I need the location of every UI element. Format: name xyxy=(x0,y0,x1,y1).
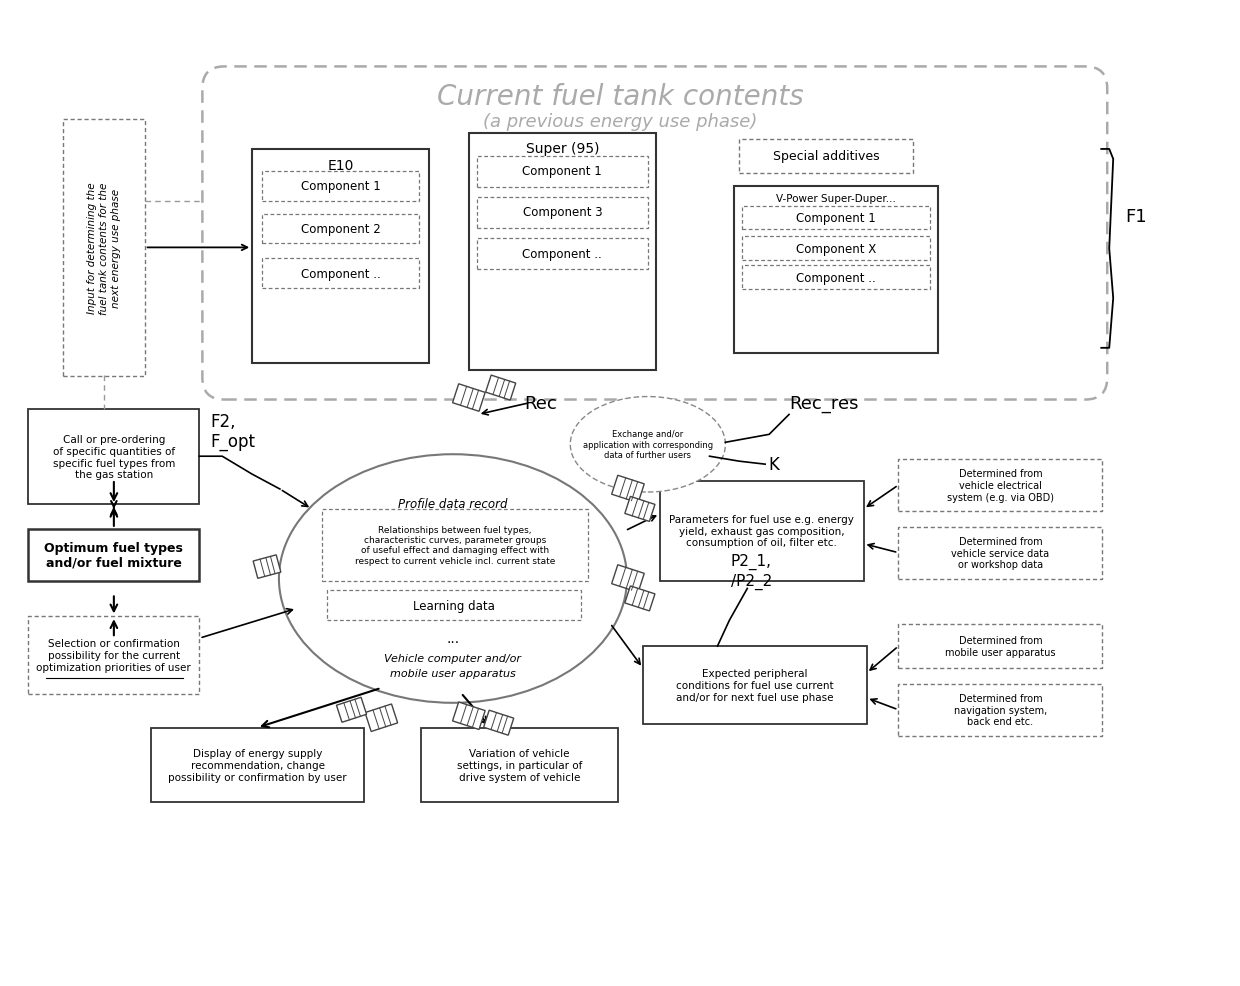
Text: Super (95): Super (95) xyxy=(526,142,599,156)
Polygon shape xyxy=(253,555,280,579)
Bar xyxy=(262,214,419,245)
Text: Vehicle computer and/or: Vehicle computer and/or xyxy=(384,654,522,664)
Bar xyxy=(899,684,1102,736)
Text: P2_1,: P2_1, xyxy=(730,553,771,569)
Text: Component 2: Component 2 xyxy=(301,223,381,236)
Bar xyxy=(899,459,1102,512)
Text: Special additives: Special additives xyxy=(773,150,879,164)
Bar xyxy=(469,134,656,371)
Bar xyxy=(262,172,419,201)
Text: Relationships between fuel types,
characteristic curves, parameter groups
of use: Relationships between fuel types, charac… xyxy=(355,526,556,565)
Bar xyxy=(899,528,1102,579)
Bar xyxy=(739,140,914,174)
Text: Component ..: Component .. xyxy=(522,247,603,260)
Text: Determined from
vehicle electrical
system (e.g. via OBD): Determined from vehicle electrical syste… xyxy=(947,469,1054,502)
Bar xyxy=(477,240,647,270)
Bar xyxy=(422,728,618,803)
Text: mobile user apparatus: mobile user apparatus xyxy=(391,669,516,678)
Bar xyxy=(29,529,200,581)
Bar xyxy=(326,591,582,620)
Text: Determined from
mobile user apparatus: Determined from mobile user apparatus xyxy=(945,636,1055,658)
Text: Profile data record: Profile data record xyxy=(398,498,507,511)
Text: Learning data: Learning data xyxy=(413,599,495,612)
Bar xyxy=(743,238,930,261)
Text: Optimum fuel types
and/or fuel mixture: Optimum fuel types and/or fuel mixture xyxy=(45,541,184,569)
Bar xyxy=(899,624,1102,669)
Bar xyxy=(29,616,200,694)
Text: Selection or confirmation
possibility for the current
optimization priorities of: Selection or confirmation possibility fo… xyxy=(36,639,191,672)
Polygon shape xyxy=(453,385,485,412)
Text: Rec_res: Rec_res xyxy=(789,394,858,412)
Text: Component ..: Component .. xyxy=(301,267,381,280)
Polygon shape xyxy=(611,565,645,593)
Bar xyxy=(743,206,930,231)
Text: (a previous energy use phase): (a previous energy use phase) xyxy=(482,113,758,131)
Polygon shape xyxy=(486,376,516,400)
Text: Component 1: Component 1 xyxy=(301,180,381,193)
Text: Component 3: Component 3 xyxy=(522,206,603,219)
Bar xyxy=(29,410,200,505)
Text: Variation of vehicle
settings, in particular of
drive system of vehicle: Variation of vehicle settings, in partic… xyxy=(456,748,583,782)
Polygon shape xyxy=(625,497,655,522)
Text: Determined from
vehicle service data
or workshop data: Determined from vehicle service data or … xyxy=(951,536,1049,570)
Text: Component 1: Component 1 xyxy=(796,212,877,225)
Polygon shape xyxy=(336,697,367,723)
Text: Call or pre-ordering
of specific quantities of
specific fuel types from
the gas : Call or pre-ordering of specific quantit… xyxy=(52,435,175,479)
Bar xyxy=(743,266,930,290)
Ellipse shape xyxy=(570,397,725,492)
Text: Exchange and/or
application with corresponding
data of further users: Exchange and/or application with corresp… xyxy=(583,430,713,459)
Text: F2,: F2, xyxy=(211,413,236,431)
Text: V-Power Super-Duper...: V-Power Super-Duper... xyxy=(776,193,897,203)
Text: Expected peripheral
conditions for fuel use current
and/or for next fuel use pha: Expected peripheral conditions for fuel … xyxy=(676,669,833,702)
Polygon shape xyxy=(611,476,645,503)
Polygon shape xyxy=(365,704,398,732)
Text: Current fuel tank contents: Current fuel tank contents xyxy=(436,83,804,111)
Bar xyxy=(477,157,647,187)
Text: Component X: Component X xyxy=(796,243,877,255)
Text: /P2_2: /P2_2 xyxy=(730,573,771,589)
Bar xyxy=(321,510,588,581)
Text: F1: F1 xyxy=(1125,207,1147,226)
Bar xyxy=(642,647,867,724)
Bar xyxy=(477,197,647,229)
Text: Determined from
navigation system,
back end etc.: Determined from navigation system, back … xyxy=(954,693,1047,727)
Text: Input for determining the
fuel tank contents for the
next energy use phase: Input for determining the fuel tank cont… xyxy=(87,182,120,315)
Bar xyxy=(262,259,419,289)
Bar xyxy=(660,481,863,581)
Polygon shape xyxy=(625,587,655,611)
Text: F_opt: F_opt xyxy=(211,433,255,451)
Text: E10: E10 xyxy=(327,159,353,173)
Bar xyxy=(63,120,145,377)
Ellipse shape xyxy=(279,455,627,703)
Bar xyxy=(734,186,939,353)
Bar xyxy=(252,150,429,364)
Polygon shape xyxy=(484,711,513,736)
Text: ...: ... xyxy=(446,632,460,646)
Text: Display of energy supply
recommendation, change
possibility or confirmation by u: Display of energy supply recommendation,… xyxy=(169,748,347,782)
Text: Rec: Rec xyxy=(525,394,557,412)
Bar xyxy=(150,728,365,803)
Text: K: K xyxy=(769,456,780,473)
Text: Component 1: Component 1 xyxy=(522,165,603,178)
Text: Component ..: Component .. xyxy=(796,271,877,284)
Text: Parameters for fuel use e.g. energy
yield, exhaust gas composition,
consumption : Parameters for fuel use e.g. energy yiel… xyxy=(670,515,854,548)
Polygon shape xyxy=(453,702,485,730)
